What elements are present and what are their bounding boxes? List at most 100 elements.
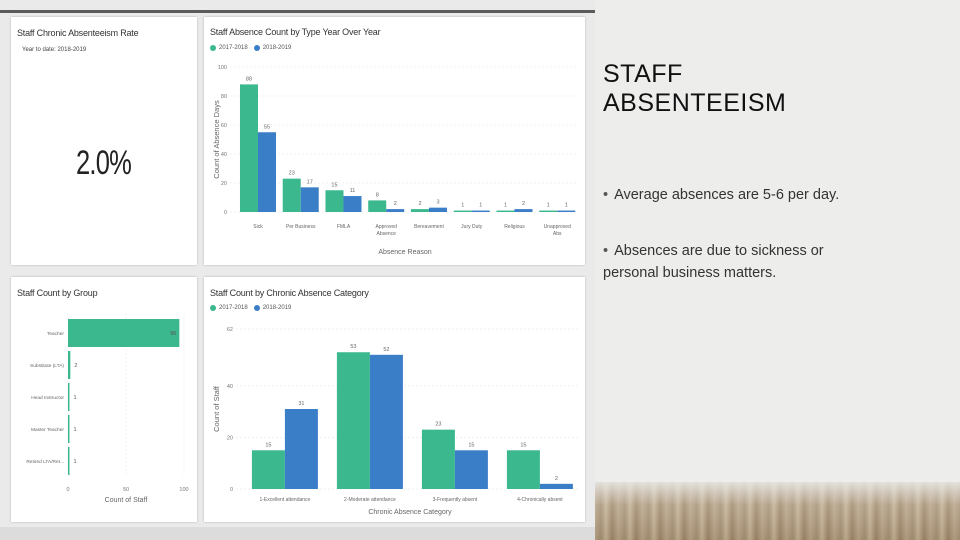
chronic-category-title: Staff Count by Chronic Absence Category bbox=[210, 288, 369, 298]
bar bbox=[539, 483, 573, 489]
data-label: 23 bbox=[289, 171, 295, 177]
data-label: 1 bbox=[479, 203, 482, 209]
x-tick-label: 1-Excellent attendance bbox=[259, 497, 310, 503]
x-tick-label: 4-Chronically absent bbox=[517, 497, 563, 503]
data-label: 55 bbox=[264, 124, 270, 130]
data-label: 2 bbox=[74, 363, 77, 369]
data-label: 1 bbox=[461, 203, 464, 209]
bar bbox=[506, 450, 540, 489]
legend-swatch-2017-2018 bbox=[210, 305, 216, 311]
data-label: 52 bbox=[383, 347, 389, 353]
bar bbox=[410, 209, 429, 212]
absence-type-legend: 2017-2018 2018-2019 bbox=[210, 45, 294, 51]
bar bbox=[343, 196, 362, 212]
bar bbox=[514, 209, 533, 212]
data-label: 2 bbox=[522, 201, 525, 207]
bullet-symbol: • bbox=[603, 243, 609, 259]
y-tick-label: 20 bbox=[221, 181, 227, 187]
x-axis-title: Absence Reason bbox=[378, 249, 431, 256]
x-tick-label: FMLA bbox=[337, 224, 351, 230]
y-axis-title: Count of Absence Days bbox=[212, 100, 221, 179]
y-tick-label: 80 bbox=[221, 94, 227, 100]
bar bbox=[386, 209, 405, 212]
y-tick-label: 0 bbox=[224, 210, 227, 216]
y-tick-label: 40 bbox=[221, 152, 227, 158]
x-tick-label: Religious bbox=[504, 224, 525, 230]
legend-swatch-2018-2019 bbox=[253, 45, 260, 51]
data-label: 88 bbox=[246, 76, 252, 82]
y-tick-label: Head Instructor bbox=[31, 395, 64, 401]
legend-label-2018-2019: 2018-2019 bbox=[262, 45, 292, 51]
x-axis-title: Chronic Absence Category bbox=[368, 509, 452, 516]
bar bbox=[454, 450, 488, 489]
data-label: 1 bbox=[74, 459, 77, 465]
bullet-text: Absences are due to sickness or personal… bbox=[603, 243, 824, 281]
bullet-symbol: • bbox=[603, 187, 609, 203]
x-tick-label: Absence bbox=[377, 231, 397, 237]
staff-group-title: Staff Count by Group bbox=[17, 288, 98, 298]
bar bbox=[68, 351, 71, 379]
x-tick-label: Per Business bbox=[286, 224, 316, 230]
bar bbox=[539, 210, 558, 212]
y-tick-label: Retired LTA/Ret... bbox=[26, 459, 64, 465]
data-label: 15 bbox=[520, 442, 526, 448]
y-tick-label: 0 bbox=[230, 487, 233, 493]
y-tick-label: Substitute (LTA) bbox=[30, 363, 64, 369]
dashboard-top-bar bbox=[0, 10, 595, 13]
dashboard-screenshot: Staff Chronic Absenteeism Rate Year to d… bbox=[0, 10, 595, 540]
data-label: 96 bbox=[170, 331, 176, 337]
bar bbox=[453, 210, 472, 212]
x-tick-label: Abs bbox=[553, 231, 562, 237]
bar bbox=[257, 132, 276, 212]
bar bbox=[68, 447, 70, 475]
data-label: 2 bbox=[555, 476, 558, 482]
data-label: 2 bbox=[394, 201, 397, 207]
x-tick-label: 50 bbox=[123, 487, 129, 493]
y-tick-label: Master Teacher bbox=[31, 427, 64, 433]
chronic-category-legend: 2017-2018 2018-2019 bbox=[210, 305, 294, 311]
bar bbox=[68, 383, 70, 411]
slide-title: STAFF ABSENTEEISM bbox=[603, 60, 787, 117]
bar bbox=[239, 84, 258, 212]
x-tick-label: Jury Duty bbox=[461, 224, 483, 230]
bar bbox=[284, 409, 318, 489]
absence-type-panel: Staff Absence Count by Type Year Over Ye… bbox=[204, 17, 585, 265]
bullet-average-absences: • Average absences are 5-6 per day. bbox=[603, 184, 853, 206]
absence-type-title: Staff Absence Count by Type Year Over Ye… bbox=[210, 27, 381, 37]
bullet-absence-causes: • Absences are due to sickness or persona… bbox=[603, 240, 853, 284]
x-tick-label: 0 bbox=[66, 487, 69, 493]
data-label: 15 bbox=[331, 182, 337, 188]
y-tick-label: 62 bbox=[227, 327, 233, 333]
floor-shade bbox=[595, 482, 960, 540]
data-label: 53 bbox=[350, 344, 356, 350]
data-label: 11 bbox=[350, 188, 356, 194]
bar bbox=[368, 200, 387, 212]
x-tick-label: Bereavement bbox=[414, 224, 444, 230]
bar bbox=[421, 429, 455, 489]
bar bbox=[557, 210, 576, 212]
y-tick-label: 60 bbox=[221, 123, 227, 129]
staff-group-panel: Staff Count by Group 0 50 100 Teacher 96 Subs… bbox=[11, 277, 197, 522]
bar bbox=[471, 210, 490, 212]
bar bbox=[369, 354, 403, 489]
data-label: 3 bbox=[436, 200, 439, 206]
data-label: 15 bbox=[265, 442, 271, 448]
bullet-text: Average absences are 5-6 per day. bbox=[614, 187, 840, 203]
data-label: 31 bbox=[298, 401, 304, 407]
kpi-subtitle: Year to date: 2018-2019 bbox=[22, 47, 87, 53]
bar bbox=[336, 352, 370, 489]
data-label: 17 bbox=[307, 179, 313, 185]
bar bbox=[251, 450, 285, 489]
legend-swatch-2018-2019 bbox=[253, 305, 260, 311]
chronic-category-chart: 0 20 40 62 15 31 1-Excellent attendance 53 52 2-M… bbox=[212, 327, 580, 516]
data-label: 2 bbox=[418, 201, 421, 207]
kpi-panel: Staff Chronic Absenteeism Rate Year to d… bbox=[11, 17, 197, 265]
bar bbox=[68, 415, 70, 443]
x-tick-label: Approved bbox=[376, 224, 398, 230]
data-label: 1 bbox=[74, 395, 77, 401]
chronic-category-panel: Staff Count by Chronic Absence Category … bbox=[204, 277, 585, 522]
y-axis-title: Count of Staff bbox=[212, 385, 221, 432]
bar bbox=[68, 319, 180, 347]
kpi-value: 2.0% bbox=[75, 144, 132, 182]
